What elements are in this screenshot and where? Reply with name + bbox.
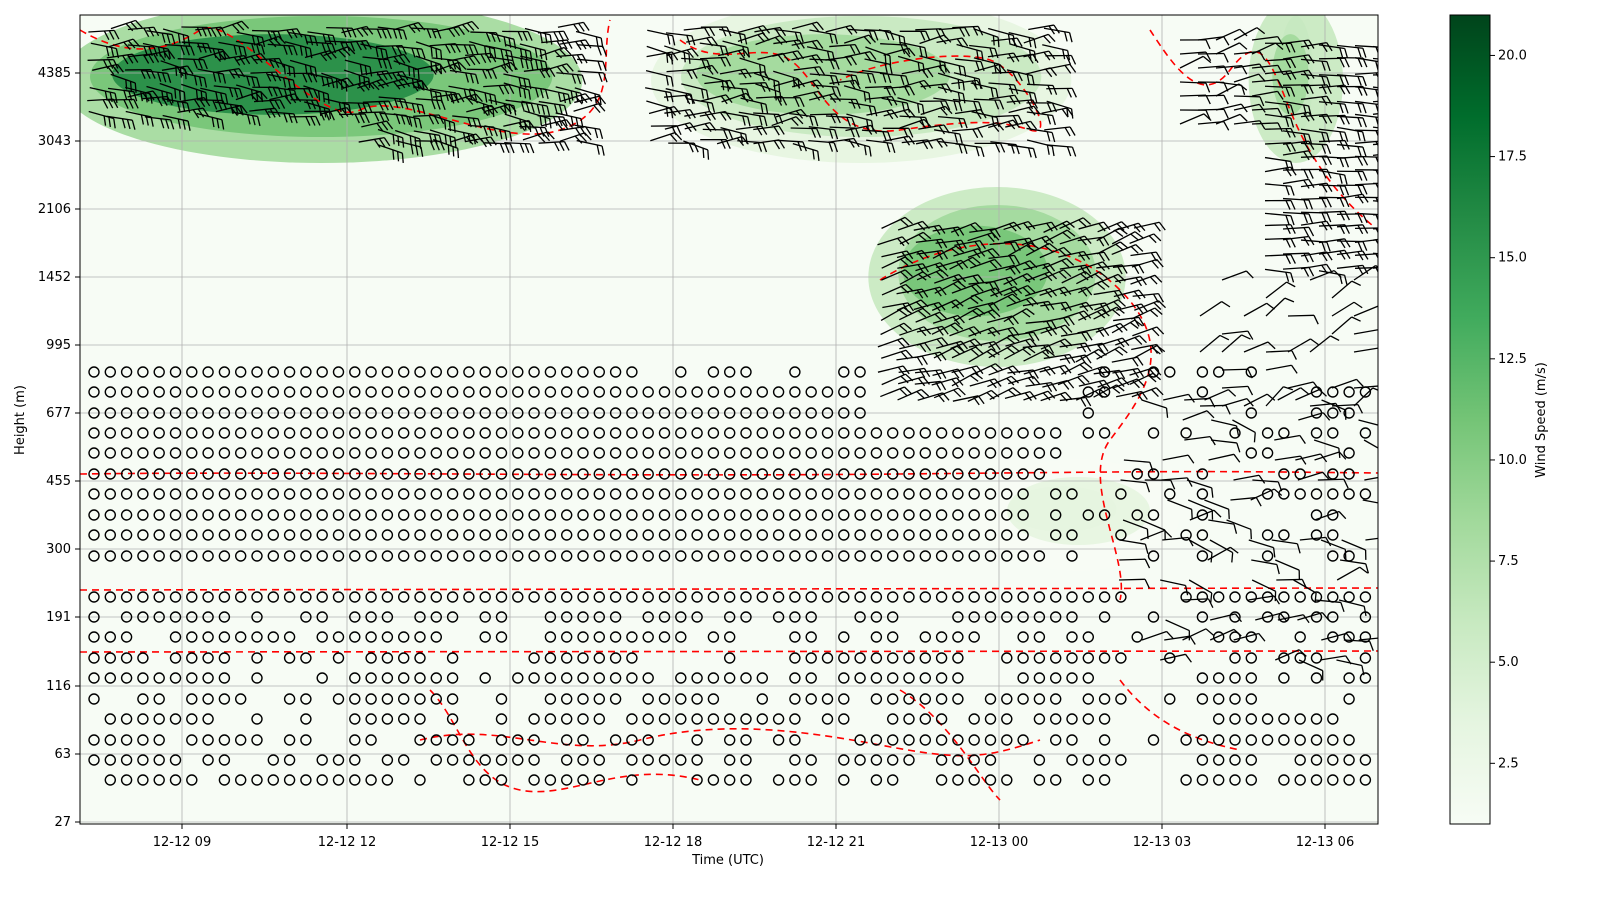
y-axis-label: Height (m) — [13, 385, 28, 455]
colorbar — [1450, 15, 1490, 824]
y-axis-ticks: 27 63 116 191 300 455 677 995 1452 2106 3043 4385 — [38, 66, 80, 830]
colorbar-tick-label: 17.5 — [1498, 150, 1527, 165]
colorbar-tick-label: 10.0 — [1498, 453, 1527, 468]
colorbar-tick-label: 2.5 — [1498, 756, 1519, 771]
x-tick-label: 12-13 00 — [970, 835, 1028, 850]
y-tick-label: 455 — [46, 474, 71, 489]
colorbar-tick-label: 20.0 — [1498, 48, 1527, 63]
x-tick-label: 12-12 18 — [644, 835, 702, 850]
x-tick-label: 12-12 15 — [481, 835, 539, 850]
y-tick-label: 995 — [46, 338, 71, 353]
colorbar-tick-label: 7.5 — [1498, 554, 1519, 569]
x-axis-label: Time (UTC) — [691, 853, 764, 868]
x-tick-label: 12-12 21 — [807, 835, 865, 850]
colorbar-ticks: 2.5 5.0 7.5 10.0 12.5 15.0 17.5 20.0 — [1490, 48, 1527, 771]
colorbar-label: Wind Speed (m/s) — [1534, 362, 1549, 478]
wind-speed-region-peak — [1008, 486, 1117, 531]
y-tick-label: 116 — [46, 679, 71, 694]
y-tick-label: 191 — [46, 610, 71, 625]
x-axis-ticks: 12-12 09 12-12 12 12-12 15 12-12 18 12-12 21… — [153, 824, 1354, 850]
x-tick-label: 12-12 09 — [153, 835, 211, 850]
x-tick-label: 12-13 03 — [1133, 835, 1191, 850]
y-tick-label: 1452 — [38, 270, 71, 285]
y-tick-label: 3043 — [38, 134, 71, 149]
y-tick-label: 2106 — [38, 202, 71, 217]
y-tick-label: 677 — [46, 406, 71, 421]
y-tick-label: 27 — [54, 815, 71, 830]
colorbar-tick-label: 15.0 — [1498, 251, 1527, 266]
x-tick-label: 12-12 12 — [318, 835, 376, 850]
x-tick-label: 12-13 06 — [1296, 835, 1354, 850]
colorbar-tick-label: 5.0 — [1498, 655, 1519, 670]
colorbar-tick-label: 12.5 — [1498, 352, 1527, 367]
y-tick-label: 63 — [54, 747, 71, 762]
y-tick-label: 300 — [46, 542, 71, 557]
y-tick-label: 4385 — [38, 66, 71, 81]
